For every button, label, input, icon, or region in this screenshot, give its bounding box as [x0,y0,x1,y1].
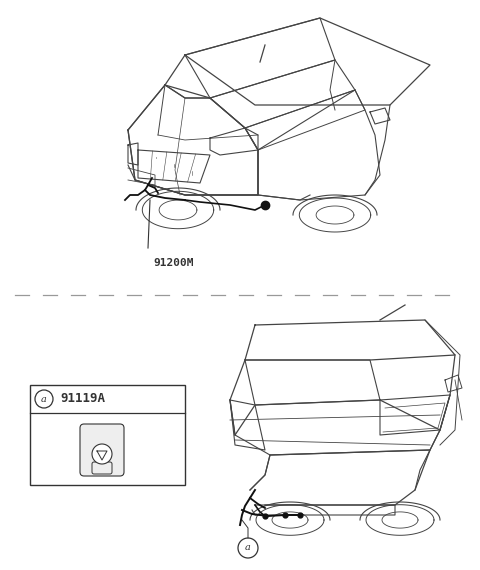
Text: 91119A: 91119A [60,393,105,405]
Text: 91200M: 91200M [153,258,193,268]
Circle shape [92,444,112,464]
FancyBboxPatch shape [80,424,124,476]
Text: a: a [245,544,251,552]
FancyBboxPatch shape [92,462,112,474]
FancyBboxPatch shape [30,385,185,485]
Text: a: a [41,394,47,404]
